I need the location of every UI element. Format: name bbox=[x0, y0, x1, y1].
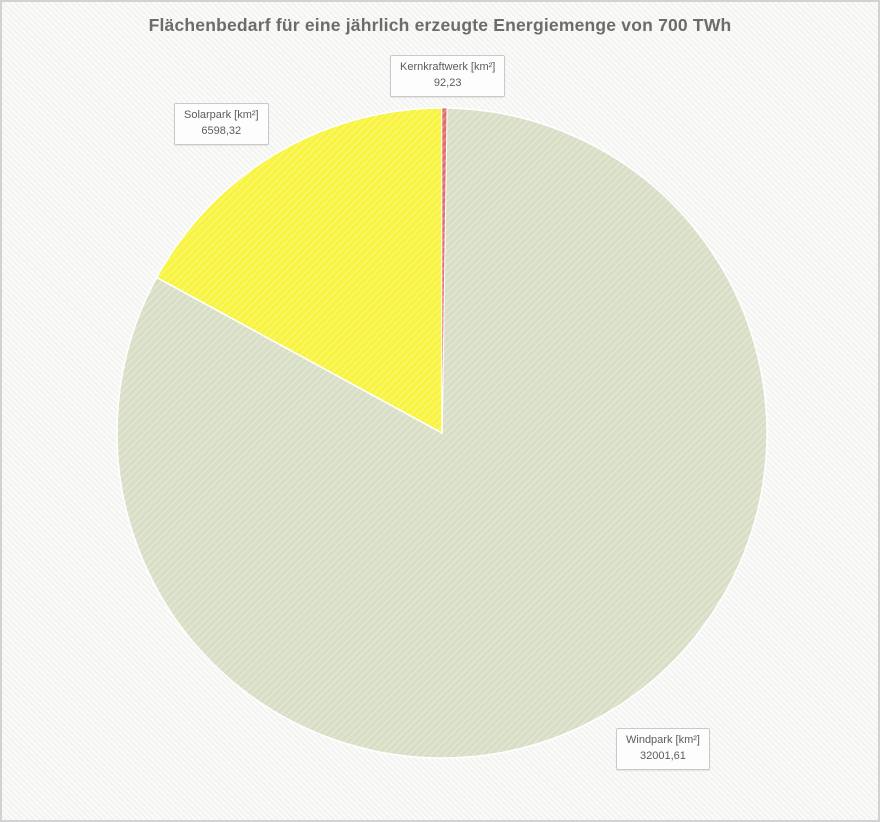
label-windpark-value: 32001,61 bbox=[640, 749, 686, 762]
label-solarpark-name: Solarpark [km²] bbox=[184, 109, 259, 121]
label-kernkraftwerk-name: Kernkraftwerk [km²] bbox=[400, 61, 496, 73]
label-windpark-name: Windpark [km²] bbox=[626, 734, 700, 746]
pie-slices-group bbox=[116, 107, 768, 759]
label-kernkraftwerk-value: 92,23 bbox=[433, 76, 462, 89]
label-solarpark: Solarpark [km²] 6598,32 bbox=[174, 103, 269, 145]
label-solarpark-value: 6598,32 bbox=[201, 124, 242, 137]
chart-title: Flächenbedarf für eine jährlich erzeugte… bbox=[148, 15, 732, 35]
label-windpark: Windpark [km²] 32001,61 bbox=[616, 728, 710, 770]
label-kernkraftwerk: Kernkraftwerk [km²] 92,23 bbox=[390, 55, 506, 97]
